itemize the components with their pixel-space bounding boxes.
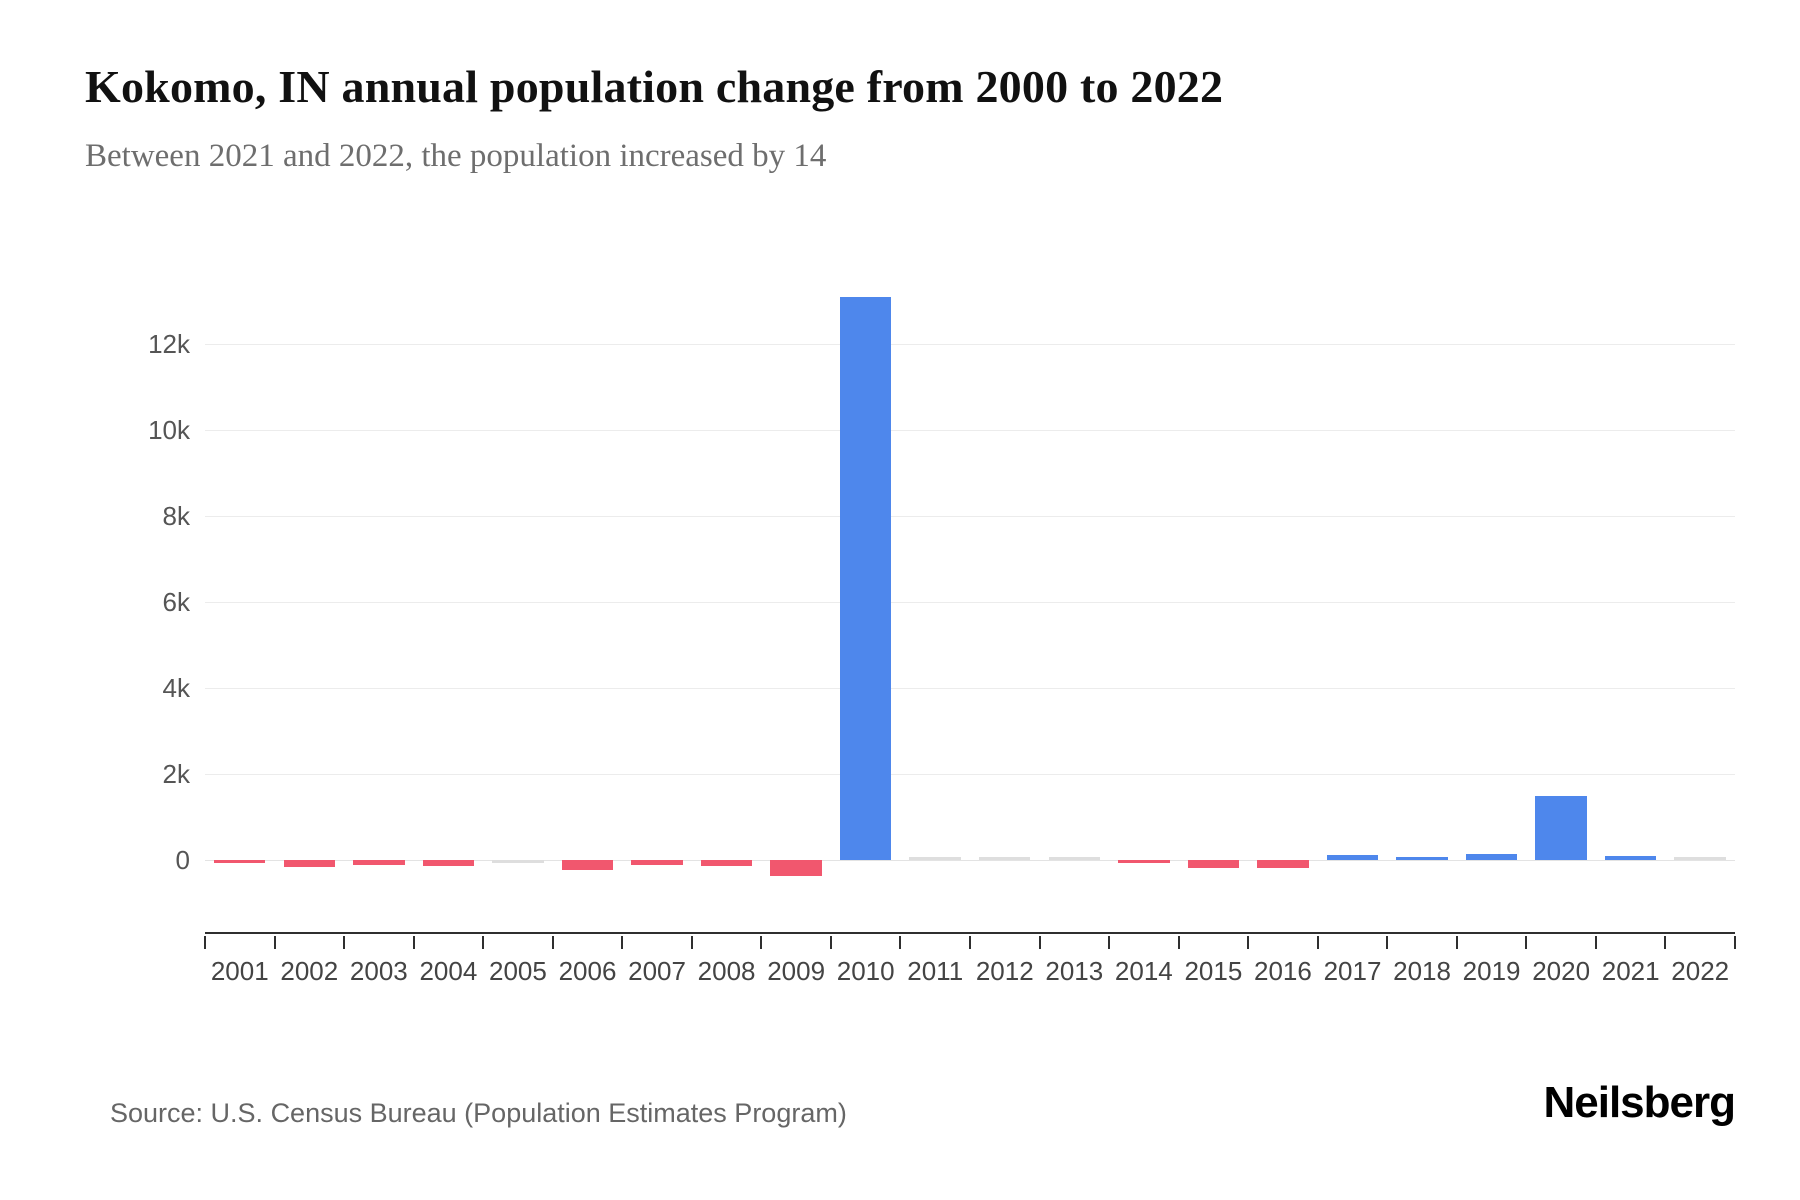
x-axis-tick xyxy=(273,936,276,949)
x-axis-tick xyxy=(1247,936,1250,949)
bar-2022 xyxy=(1674,856,1726,860)
x-axis-tick xyxy=(1386,936,1389,949)
y-tick-label-10k: 10k xyxy=(148,415,190,446)
bar-2004 xyxy=(422,859,475,866)
x-axis-tick xyxy=(690,936,693,949)
bar-2006 xyxy=(561,859,614,870)
x-tick-label-2005: 2005 xyxy=(489,956,547,986)
x-axis-tick xyxy=(482,936,485,949)
x-tick-label-2002: 2002 xyxy=(280,956,339,986)
chart-title: Kokomo, IN annual population change from… xyxy=(85,61,1224,112)
bar-2021 xyxy=(1604,856,1657,860)
grid-line-10k xyxy=(205,430,1735,432)
x-tick-label-2009: 2009 xyxy=(767,956,826,986)
bar-2018 xyxy=(1396,856,1448,860)
bar-2016 xyxy=(1257,859,1309,869)
grid-line-6k xyxy=(205,602,1735,604)
chart-subtitle: Between 2021 and 2022, the population in… xyxy=(85,138,827,174)
bar-2009 xyxy=(770,859,822,877)
grid-line-4k xyxy=(205,688,1735,690)
x-axis-tick xyxy=(969,936,971,949)
y-tick-label-0: 0 xyxy=(175,844,190,875)
bar-2014 xyxy=(1118,859,1170,863)
x-axis-tick xyxy=(1316,936,1319,949)
x-tick-label-2004: 2004 xyxy=(419,956,478,986)
x-tick-label-2017: 2017 xyxy=(1323,956,1382,986)
x-axis-tick xyxy=(1177,936,1180,949)
x-tick-label-2001: 2001 xyxy=(210,956,269,986)
bar-2003 xyxy=(353,859,405,865)
x-tick-label-2021: 2021 xyxy=(1601,956,1660,986)
bar-2002 xyxy=(283,859,336,868)
bar-2005 xyxy=(492,859,544,863)
bar-2019 xyxy=(1465,854,1518,860)
x-tick-label-2014: 2014 xyxy=(1114,956,1173,986)
grid-line-8k xyxy=(205,516,1735,518)
x-tick-label-2011: 2011 xyxy=(907,956,964,986)
y-tick-label-12k: 12k xyxy=(148,329,190,360)
grid-line-0 xyxy=(205,859,1735,861)
bar-2008 xyxy=(700,859,753,866)
x-axis-line xyxy=(204,932,1736,949)
x-axis-tick xyxy=(1734,936,1736,949)
x-axis-tick xyxy=(621,936,624,949)
bar-2001 xyxy=(214,859,266,863)
y-tick-label-8k: 8k xyxy=(162,501,190,532)
y-tick-label-6k: 6k xyxy=(162,587,190,618)
bar-2013 xyxy=(1048,856,1101,860)
x-axis-tick xyxy=(899,936,902,949)
x-tick-label-2003: 2003 xyxy=(349,956,408,986)
x-tick-label-2019: 2019 xyxy=(1462,956,1521,986)
x-tick-label-2010: 2010 xyxy=(836,956,895,986)
bar-2020 xyxy=(1535,796,1587,860)
bar-2017 xyxy=(1326,855,1379,860)
y-tick-label-4k: 4k xyxy=(162,673,190,704)
source-note: Source: U.S. Census Bureau (Population E… xyxy=(110,1098,847,1128)
x-axis-tick xyxy=(1108,936,1111,949)
x-tick-label-2013: 2013 xyxy=(1045,956,1104,986)
x-axis-tick xyxy=(204,936,206,949)
x-tick-label-2006: 2006 xyxy=(558,956,617,986)
x-tick-label-2020: 2020 xyxy=(1532,956,1591,986)
bar-2015 xyxy=(1187,859,1240,869)
x-tick-label-2007: 2007 xyxy=(628,956,686,986)
x-axis-tick xyxy=(1594,936,1597,949)
plot-area xyxy=(205,280,1735,890)
x-axis-tick xyxy=(1455,936,1458,949)
x-axis-tick xyxy=(1525,936,1528,949)
y-tick-label-2k: 2k xyxy=(162,759,190,789)
bar-2012 xyxy=(979,856,1031,860)
x-tick-label-2012: 2012 xyxy=(975,956,1034,986)
x-axis-tick xyxy=(412,936,415,949)
x-axis-tick xyxy=(829,936,832,949)
x-tick-label-2018: 2018 xyxy=(1393,956,1451,986)
x-axis-tick xyxy=(1664,936,1667,949)
x-axis-tick xyxy=(760,936,763,949)
brand-logo: Neilsberg xyxy=(1543,1078,1736,1127)
bar-2007 xyxy=(631,859,683,865)
x-tick-label-2016: 2016 xyxy=(1254,956,1312,986)
grid-line-2k xyxy=(205,774,1735,775)
x-tick-label-2015: 2015 xyxy=(1184,956,1243,986)
bar-chart: 0 2k 4k 6k 8k 10k 12k 2001 2002 2003 2004 2005 2006 2… xyxy=(95,280,1745,1070)
x-axis-tick xyxy=(1038,936,1041,949)
x-tick-label-2022: 2022 xyxy=(1671,956,1730,986)
bar-2010 xyxy=(839,297,892,860)
x-axis-tick xyxy=(343,936,346,949)
bar-2011 xyxy=(909,856,961,860)
x-tick-label-2008: 2008 xyxy=(697,956,756,986)
x-axis-tick xyxy=(551,936,554,949)
grid-line-12k xyxy=(205,344,1735,346)
